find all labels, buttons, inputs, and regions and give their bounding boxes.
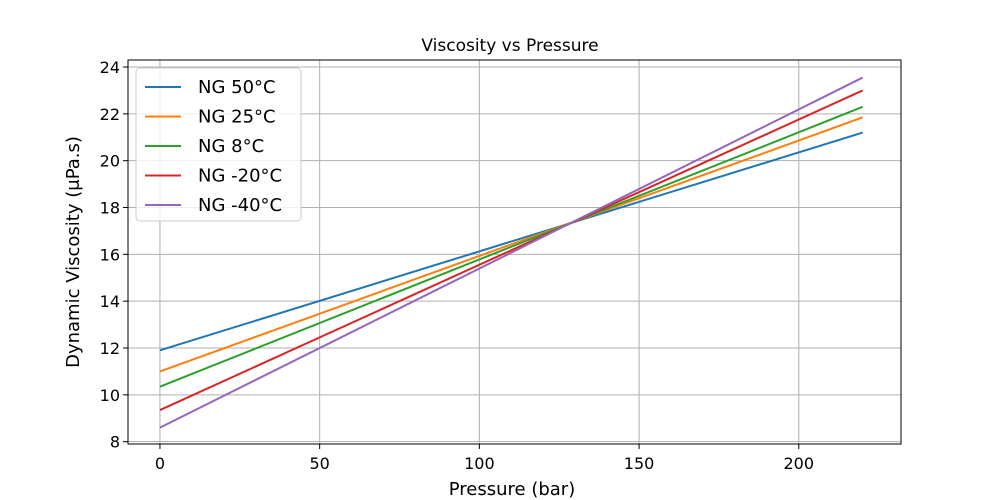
x-tick-label: 50 [309, 454, 329, 473]
legend-label: NG 25°C [198, 107, 276, 128]
y-tick-label: 16 [100, 245, 120, 264]
series-line [159, 76, 864, 429]
y-axis-label: Dynamic Viscosity (μPa.s) [63, 136, 84, 368]
chart-title: Viscosity vs Pressure [421, 36, 598, 56]
series-line [159, 89, 864, 411]
legend-box [135, 67, 302, 222]
y-tick-label: 8 [110, 433, 120, 452]
legend-label: NG -20°C [198, 166, 282, 187]
x-tick-label: 200 [784, 454, 815, 473]
legend: NG 50°C NG 25°C NG 8°C NG -20°C NG -40°C [135, 67, 302, 222]
y-tick-label: 12 [100, 339, 120, 358]
x-tick-label: 150 [624, 454, 655, 473]
y-tick-label: 24 [100, 58, 120, 77]
x-axis-label: Pressure (bar) [449, 479, 575, 500]
series-line [159, 116, 864, 373]
plot-area-frame [127, 59, 902, 445]
y-tick-label: 18 [100, 199, 120, 218]
y-tick-label: 22 [100, 105, 120, 124]
plot-series [159, 76, 864, 429]
legend-label: NG -40°C [198, 195, 282, 216]
series-line [159, 131, 863, 352]
x-axis: 0 50 100 150 200 [155, 444, 814, 473]
x-tick-label: 100 [464, 454, 495, 473]
legend-label: NG 8°C [198, 136, 264, 157]
x-tick-label: 0 [155, 454, 165, 473]
legend-label: NG 50°C [198, 77, 276, 98]
series-line [159, 105, 864, 388]
y-axis: 8 10 12 14 16 18 20 22 24 [100, 58, 128, 452]
y-tick-label: 14 [100, 292, 120, 311]
y-tick-label: 10 [100, 386, 120, 405]
y-tick-label: 20 [100, 152, 120, 171]
